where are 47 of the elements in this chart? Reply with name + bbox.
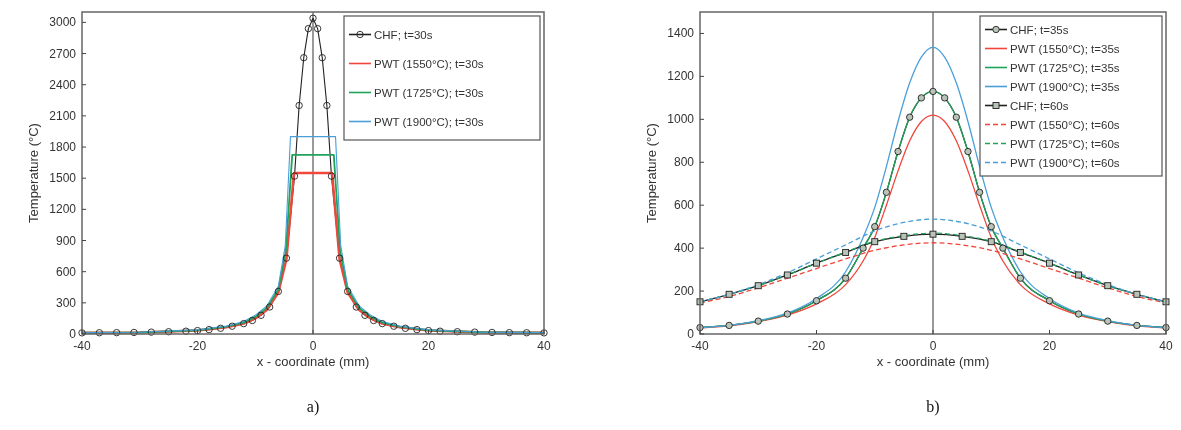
y-tick-label: 400 bbox=[673, 241, 695, 256]
legend-label: PWT (1725°C); t=60s bbox=[1010, 137, 1120, 150]
legend-label: PWT (1900°C); t=35s bbox=[1010, 80, 1120, 93]
x-tick-label: -40 bbox=[73, 339, 91, 353]
x-axis-title: x - coordinate (mm) bbox=[876, 354, 990, 369]
y-tick-label: 3000 bbox=[49, 15, 77, 30]
x-tick-label: 20 bbox=[421, 339, 436, 353]
y-tick-label: 900 bbox=[55, 233, 77, 248]
y-tick-label: 600 bbox=[55, 264, 77, 279]
legend-label: PWT (1725°C); t=30s bbox=[374, 86, 484, 99]
x-tick-label: -20 bbox=[188, 339, 207, 353]
legend-label: PWT (1550°C); t=30s bbox=[374, 57, 484, 70]
y-tick-label: 800 bbox=[673, 155, 695, 170]
x-tick-label: 40 bbox=[537, 339, 551, 353]
y-axis-title: Temperature (°C) bbox=[26, 123, 41, 223]
x-tick-label: -20 bbox=[807, 339, 826, 353]
y-tick-label: 2700 bbox=[49, 46, 77, 61]
x-tick-label: 20 bbox=[1042, 339, 1057, 353]
y-tick-label: 1400 bbox=[667, 26, 695, 41]
x-tick-label: 0 bbox=[309, 339, 317, 353]
y-tick-label: 1200 bbox=[49, 202, 77, 217]
x-tick-label: 0 bbox=[929, 339, 937, 353]
legend-label: PWT (1900°C); t=30s bbox=[374, 115, 484, 128]
legend-label: PWT (1900°C); t=60s bbox=[1010, 156, 1120, 169]
legend-label: PWT (1550°C); t=60s bbox=[1010, 118, 1120, 131]
x-axis-title: x - coordinate (mm) bbox=[256, 354, 370, 369]
y-tick-label: 1800 bbox=[49, 140, 77, 155]
legend-label: PWT (1550°C); t=35s bbox=[1010, 42, 1120, 55]
y-tick-label: 200 bbox=[673, 284, 695, 299]
x-tick-label: -40 bbox=[691, 339, 709, 353]
text: a) bbox=[306, 398, 320, 416]
y-tick-label: 300 bbox=[55, 295, 77, 310]
y-tick-label: 0 bbox=[69, 327, 77, 341]
y-tick-label: 2100 bbox=[49, 108, 77, 123]
legend-label: CHF; t=30s bbox=[374, 28, 433, 41]
y-tick-label: 1200 bbox=[667, 69, 695, 84]
y-tick-label: 2400 bbox=[49, 77, 77, 92]
y-axis-title: Temperature (°C) bbox=[644, 123, 659, 223]
y-tick-label: 1000 bbox=[667, 112, 695, 127]
legend-label: CHF; t=60s bbox=[1010, 99, 1069, 112]
text: b) bbox=[926, 398, 940, 416]
y-tick-label: 1500 bbox=[49, 171, 77, 186]
legend-label: CHF; t=35s bbox=[1010, 23, 1069, 36]
y-tick-label: 600 bbox=[673, 198, 695, 213]
x-tick-label: 40 bbox=[1159, 339, 1173, 353]
legend-label: PWT (1725°C); t=35s bbox=[1010, 61, 1120, 74]
y-tick-label: 0 bbox=[687, 327, 695, 341]
